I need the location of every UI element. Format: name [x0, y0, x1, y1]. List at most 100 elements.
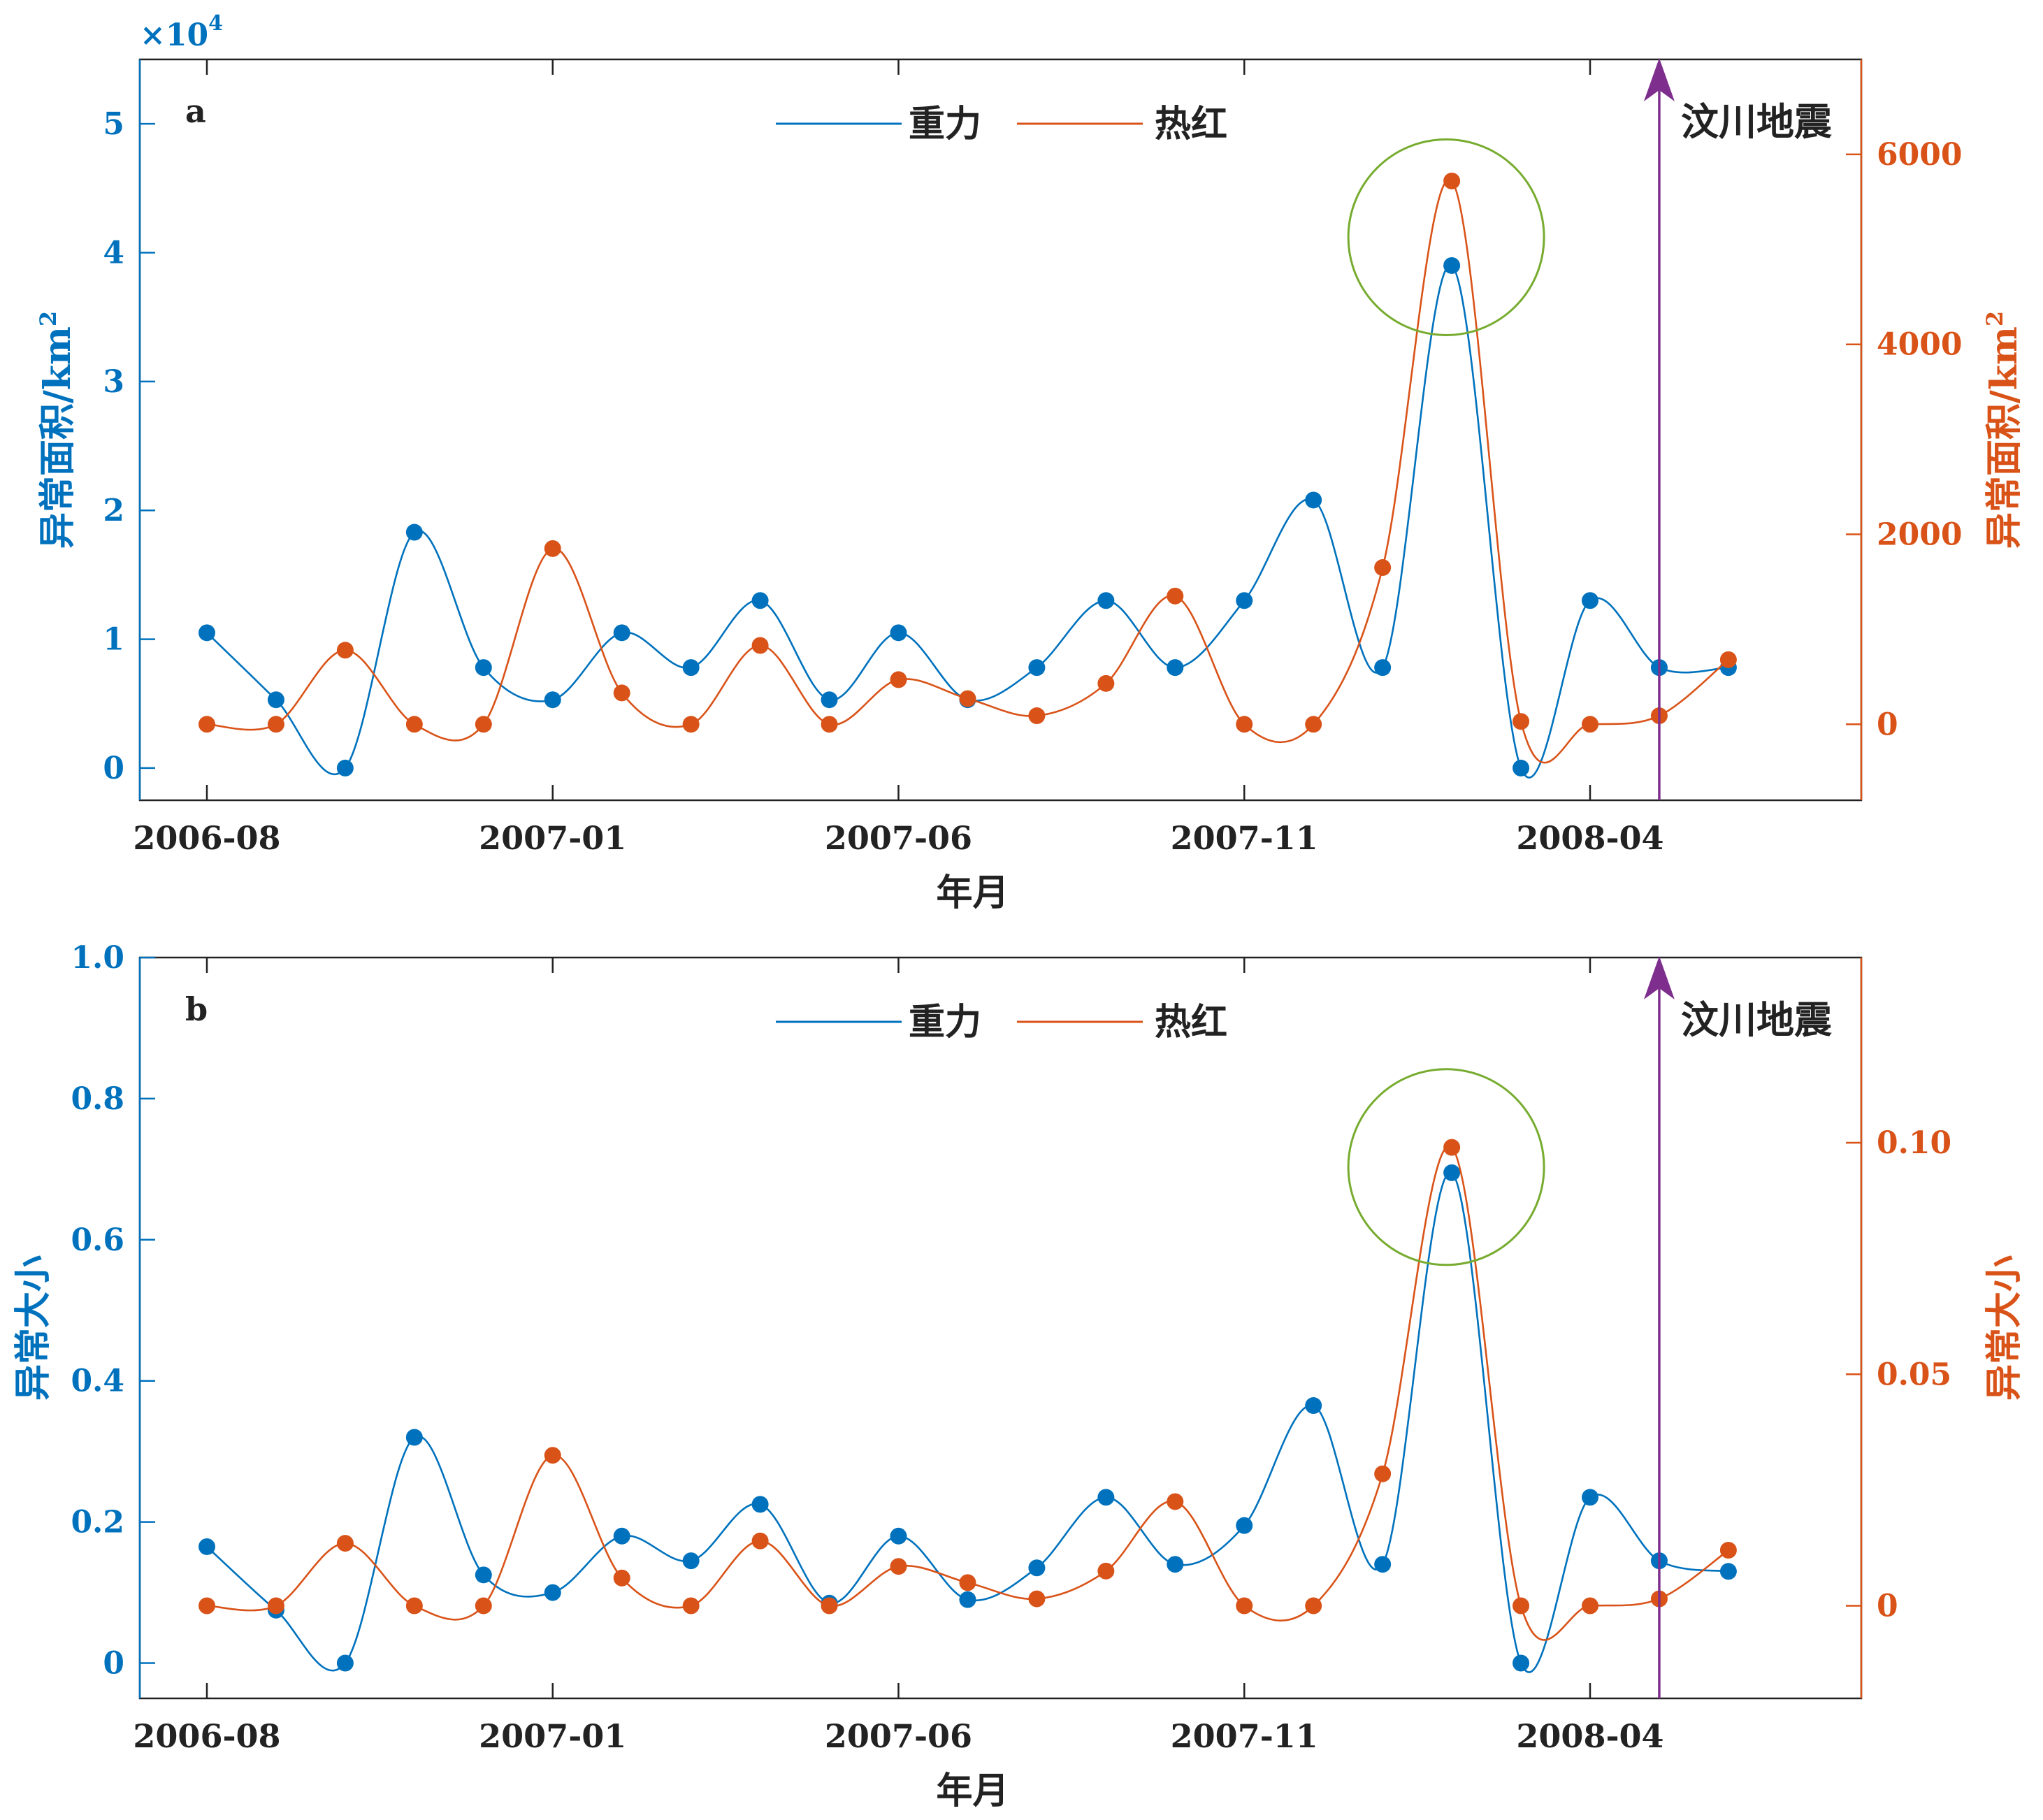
panel-label: b [185, 990, 208, 1028]
series-point-1 [1305, 1597, 1322, 1615]
series-point-1 [1374, 1465, 1392, 1482]
series-line-1 [206, 1145, 1729, 1641]
series-point-1 [959, 690, 976, 707]
series-point-1 [751, 637, 769, 654]
series-point-1 [959, 1574, 976, 1591]
x-tick-label: 2006-08 [133, 1717, 280, 1755]
series-point-1 [267, 716, 284, 733]
series-point-0 [890, 624, 907, 642]
series-point-1 [1236, 1597, 1253, 1615]
series-point-1 [613, 684, 630, 702]
series-point-0 [1305, 1397, 1322, 1415]
legend-label-0: 重力 [909, 1002, 981, 1043]
series-point-0 [751, 592, 769, 609]
legend-label-1: 热红 [1155, 103, 1227, 145]
series-point-1 [1582, 1597, 1598, 1615]
series-point-1 [544, 540, 561, 557]
series-point-0 [1582, 592, 1598, 609]
panel-b: 0 0.2 0.4 0.6 0.8 1.0 0 0.05 0.10 2006-08 2007-01 2… [12, 940, 2026, 1812]
series-point-1 [1097, 674, 1115, 692]
series-point-1 [682, 716, 700, 733]
series-point-0 [198, 624, 215, 642]
right-axis-label: 异常大小 [1983, 1255, 2026, 1401]
series-point-1 [267, 1597, 284, 1615]
x-tick-label: 2007-06 [825, 1717, 972, 1755]
left-tick-label: 0.8 [71, 1081, 124, 1117]
series-point-0 [1443, 257, 1461, 274]
x-tick-label: 2007-01 [479, 1717, 626, 1755]
series-point-1 [544, 1447, 561, 1464]
series-point-1 [751, 1532, 769, 1550]
panel-label: a [185, 92, 206, 130]
series-point-1 [1305, 716, 1322, 733]
x-axis-label: 年月 [936, 872, 1009, 914]
left-tick-label: 2 [103, 493, 124, 528]
series-point-1 [1719, 1542, 1737, 1559]
event-arrowhead [1643, 58, 1675, 101]
series-point-1 [1028, 1590, 1046, 1608]
series-point-0 [475, 659, 492, 677]
x-tick-label: 2008-04 [1516, 819, 1663, 857]
series-point-0 [1236, 1517, 1253, 1534]
series-point-0 [613, 624, 630, 642]
series-line-0 [206, 1171, 1729, 1673]
series-point-1 [821, 1597, 838, 1615]
left-tick-label: 0.6 [71, 1222, 124, 1258]
series-point-0 [1028, 1559, 1046, 1577]
series-point-0 [1443, 1164, 1461, 1181]
left-tick-label: 5 [103, 106, 124, 142]
legend-label-0: 重力 [909, 103, 981, 145]
left-tick-label: 0.2 [71, 1505, 124, 1540]
series-point-1 [1443, 1139, 1461, 1156]
x-tick-label: 2007-06 [825, 819, 972, 857]
series-point-0 [751, 1496, 769, 1513]
series-point-0 [475, 1566, 492, 1584]
series-point-1 [198, 716, 215, 733]
series-point-0 [613, 1527, 630, 1545]
x-tick-label: 2007-11 [1171, 819, 1318, 857]
series-point-1 [1028, 707, 1046, 725]
series-point-1 [613, 1569, 630, 1587]
x-tick-label: 2008-04 [1516, 1717, 1663, 1755]
right-tick-label: 0 [1877, 707, 1898, 742]
left-tick-label: 4 [103, 236, 124, 271]
x-tick-label: 2006-08 [133, 819, 280, 857]
axis-multiplier-exp: 4 [208, 11, 223, 36]
axis-multiplier: ×104 [140, 11, 223, 53]
series-point-1 [475, 716, 492, 733]
event-arrowhead [1643, 956, 1675, 999]
series-point-0 [405, 523, 423, 541]
series-point-0 [890, 1527, 907, 1545]
series-point-1 [1513, 713, 1530, 730]
series-point-1 [1513, 1597, 1530, 1615]
series-point-1 [1236, 716, 1253, 733]
series-point-1 [336, 1535, 354, 1552]
right-tick-label: 0 [1877, 1589, 1898, 1624]
left-tick-label: 3 [103, 364, 124, 400]
series-line-1 [206, 178, 1729, 764]
series-point-0 [1167, 659, 1184, 677]
legend-label-1: 热红 [1155, 1002, 1227, 1043]
series-point-0 [821, 691, 838, 709]
left-axis-label-sup: 2 [35, 311, 62, 326]
right-axis-label-sup: 2 [1981, 311, 2008, 326]
series-point-0 [1097, 592, 1115, 609]
series-point-1 [1374, 559, 1392, 577]
series-point-0 [1582, 1489, 1598, 1506]
series-point-0 [682, 1552, 700, 1570]
left-tick-label: 1 [103, 622, 124, 658]
series-point-1 [1582, 716, 1598, 733]
event-label: 汶川地震 [1681, 998, 1833, 1042]
event-label: 汶川地震 [1681, 100, 1833, 144]
left-tick-label: 0.4 [71, 1364, 124, 1399]
series-point-0 [1374, 659, 1392, 677]
plot-frame [138, 58, 1863, 802]
series-point-0 [682, 659, 700, 677]
series-point-0 [336, 759, 354, 777]
x-tick-label: 2007-01 [479, 819, 626, 857]
plot-frame [138, 956, 1863, 1700]
series-point-0 [1097, 1489, 1115, 1506]
series-point-0 [544, 691, 561, 709]
series-point-1 [336, 642, 354, 659]
right-tick-label: 4000 [1877, 327, 1962, 363]
